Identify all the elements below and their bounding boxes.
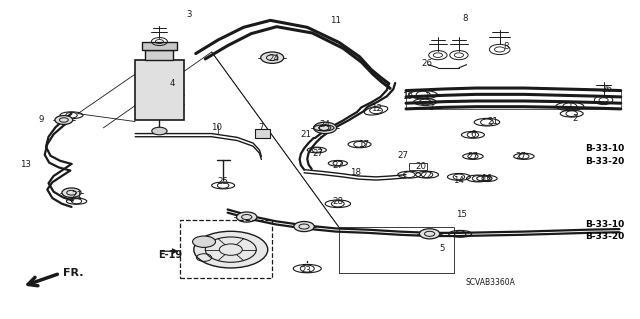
Text: 24: 24 xyxy=(319,120,331,129)
Text: 21: 21 xyxy=(71,191,82,200)
Text: 1: 1 xyxy=(567,102,573,111)
Bar xyxy=(255,129,270,138)
Text: 23: 23 xyxy=(301,266,312,275)
Text: 2: 2 xyxy=(572,114,578,123)
Bar xyxy=(145,50,173,60)
Circle shape xyxy=(237,212,257,222)
Text: B-33-20: B-33-20 xyxy=(586,157,625,166)
Circle shape xyxy=(152,127,167,135)
Text: B-33-20: B-33-20 xyxy=(586,233,625,241)
Text: 14: 14 xyxy=(453,175,465,185)
Circle shape xyxy=(193,236,216,248)
Circle shape xyxy=(294,221,314,232)
Text: 8: 8 xyxy=(503,42,509,51)
Text: 22: 22 xyxy=(422,171,433,181)
Text: E-19: E-19 xyxy=(158,250,182,260)
Circle shape xyxy=(62,188,81,197)
Text: 9: 9 xyxy=(38,115,44,124)
Text: SCVAB3360A: SCVAB3360A xyxy=(466,278,516,287)
Text: 12: 12 xyxy=(371,104,381,113)
Text: 21: 21 xyxy=(301,130,312,139)
Text: 25: 25 xyxy=(218,177,228,186)
Text: FR.: FR. xyxy=(63,268,83,278)
Text: 1: 1 xyxy=(424,92,430,101)
Text: B-33-10: B-33-10 xyxy=(586,144,625,153)
Circle shape xyxy=(314,122,337,134)
Bar xyxy=(180,219,272,278)
Circle shape xyxy=(260,52,284,63)
Circle shape xyxy=(419,229,440,239)
Text: 26: 26 xyxy=(601,85,612,94)
Text: 27: 27 xyxy=(397,151,408,160)
Text: 27: 27 xyxy=(332,161,343,170)
Text: 16: 16 xyxy=(481,174,492,183)
Text: 4: 4 xyxy=(170,79,175,88)
Text: 21: 21 xyxy=(488,117,499,126)
Text: 7: 7 xyxy=(259,123,264,132)
Text: 20: 20 xyxy=(415,162,426,171)
Bar xyxy=(135,60,184,120)
Text: 28: 28 xyxy=(332,197,343,206)
Text: 5: 5 xyxy=(440,244,445,253)
Text: 26: 26 xyxy=(422,59,433,68)
Bar xyxy=(409,163,427,170)
Text: 27: 27 xyxy=(467,152,479,161)
Text: 13: 13 xyxy=(20,160,31,169)
Text: 2: 2 xyxy=(429,103,435,112)
Circle shape xyxy=(55,115,73,124)
Text: 27: 27 xyxy=(312,149,324,158)
Text: 24: 24 xyxy=(269,55,280,63)
Text: B-33-10: B-33-10 xyxy=(586,220,625,229)
Text: 8: 8 xyxy=(463,14,468,23)
Text: 17: 17 xyxy=(358,140,369,149)
Text: 15: 15 xyxy=(456,210,467,219)
Text: 6: 6 xyxy=(470,130,476,139)
Text: 27: 27 xyxy=(515,152,526,161)
Text: 11: 11 xyxy=(330,16,341,25)
Bar xyxy=(141,41,177,50)
Text: 19: 19 xyxy=(403,92,413,101)
Circle shape xyxy=(194,231,268,268)
Text: 18: 18 xyxy=(349,168,360,177)
Text: 10: 10 xyxy=(211,123,222,132)
Text: 3: 3 xyxy=(187,10,192,19)
